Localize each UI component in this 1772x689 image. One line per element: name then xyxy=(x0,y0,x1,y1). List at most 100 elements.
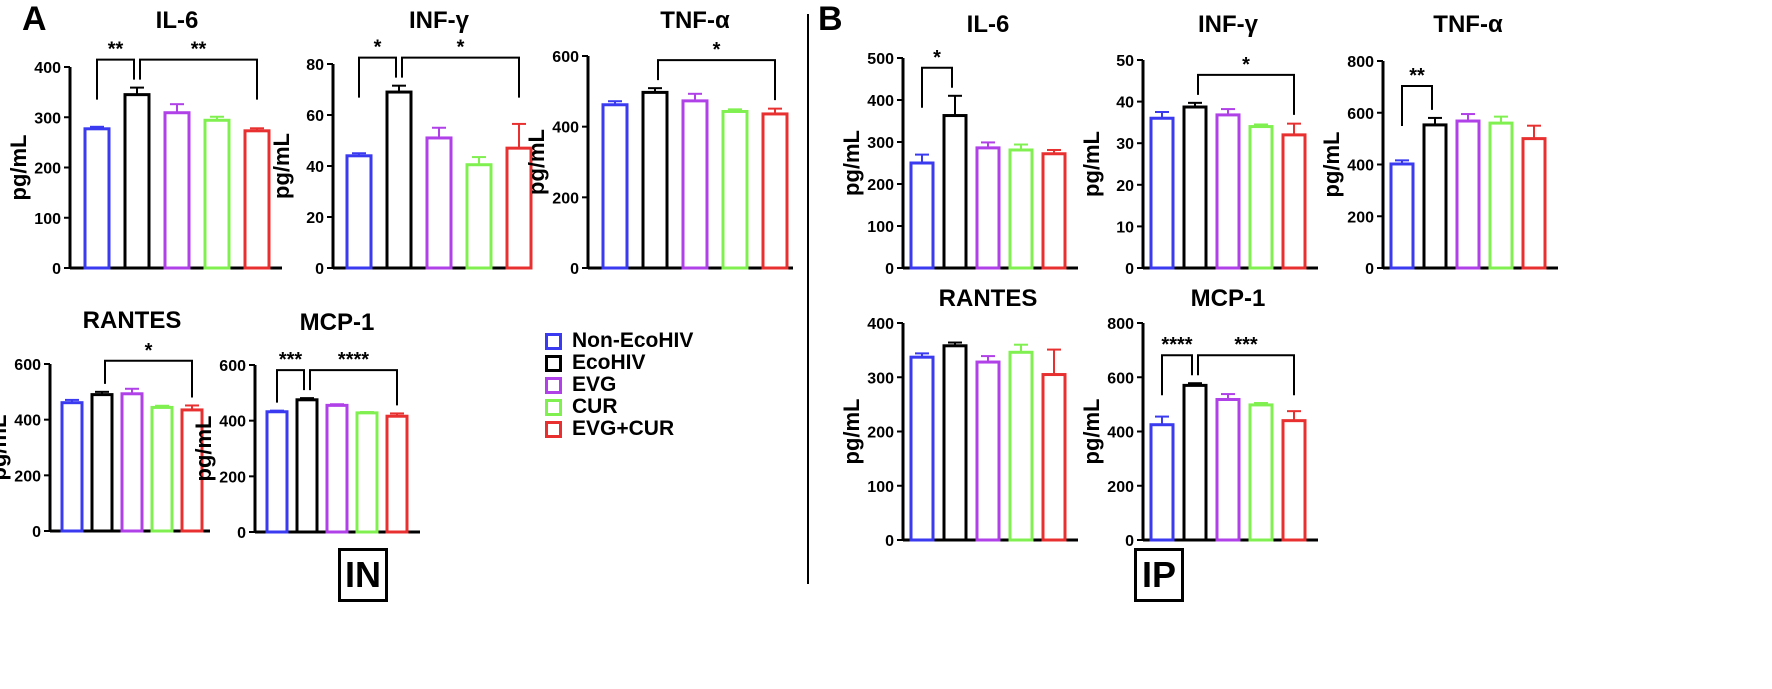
y-tick-label: 0 xyxy=(1125,261,1134,278)
bar xyxy=(1008,148,1034,270)
bar xyxy=(325,403,349,534)
y-tick-label: 60 xyxy=(306,108,324,125)
significance-label: * xyxy=(1242,54,1250,76)
chart-title: INF-γ xyxy=(409,7,470,34)
legend-label: EcoHIV xyxy=(572,351,646,374)
legend-swatch xyxy=(545,354,562,372)
legend-item: EVG xyxy=(545,373,693,396)
y-tick-label: 200 xyxy=(14,468,41,485)
legend-swatch xyxy=(545,332,562,350)
y-tick-label: 500 xyxy=(867,51,894,68)
bar xyxy=(120,392,144,533)
significance-bracket xyxy=(657,59,776,101)
significance-bracket xyxy=(104,359,193,398)
legend: Non-EcoHIV EcoHIV EVG CUR EVG+CUR xyxy=(545,329,693,440)
y-tick-label: 200 xyxy=(1107,479,1134,496)
bar xyxy=(975,146,1001,270)
bar xyxy=(60,401,84,533)
y-tick-label: 400 xyxy=(867,93,894,110)
y-tick-label: 100 xyxy=(34,211,61,228)
bar xyxy=(1182,105,1208,270)
chart-title: IL-6 xyxy=(967,11,1010,38)
significance-label: * xyxy=(713,39,721,61)
bar xyxy=(975,360,1001,542)
bar xyxy=(385,90,413,270)
y-tick-label: 300 xyxy=(867,370,894,387)
legend-label: CUR xyxy=(572,395,618,418)
significance-bracket xyxy=(1161,354,1193,396)
region-label-in: IN xyxy=(338,548,388,602)
bar xyxy=(1149,423,1175,542)
panel-divider xyxy=(807,14,809,584)
bar xyxy=(1488,121,1514,270)
y-tick-label: 600 xyxy=(552,49,579,66)
y-tick-label: 20 xyxy=(1116,178,1134,195)
y-tick-label: 200 xyxy=(34,161,61,178)
y-axis-label: pg/mL xyxy=(6,135,31,201)
y-tick-label: 200 xyxy=(867,177,894,194)
legend-item: CUR xyxy=(545,395,693,418)
y-tick-label: 0 xyxy=(32,524,41,541)
chart-a-tnf: 0 200 400 600 pg/mL TNF-α * xyxy=(524,7,793,278)
bar xyxy=(641,90,669,270)
bar xyxy=(123,93,151,270)
y-tick-label: 300 xyxy=(34,110,61,127)
y-tick-label: 400 xyxy=(1347,158,1374,175)
y-tick-label: 0 xyxy=(315,261,324,278)
legend-swatch xyxy=(545,398,562,416)
significance-bracket xyxy=(139,58,258,100)
y-tick-label: 40 xyxy=(306,159,324,176)
y-axis-label: pg/mL xyxy=(839,399,864,465)
bar xyxy=(942,114,968,270)
y-axis-label: pg/mL xyxy=(0,415,11,481)
y-tick-label: 20 xyxy=(306,210,324,227)
y-tick-label: 200 xyxy=(552,190,579,207)
bar xyxy=(1389,162,1415,270)
region-label-ip: IP xyxy=(1134,548,1184,602)
bar xyxy=(681,99,709,270)
bar xyxy=(505,146,533,270)
y-tick-label: 600 xyxy=(1107,370,1134,387)
y-tick-label: 400 xyxy=(552,120,579,137)
legend-item: EcoHIV xyxy=(545,351,693,374)
significance-label: ** xyxy=(1409,65,1425,87)
bar xyxy=(1041,373,1067,542)
chart-a-il6: 0 100 200 300 400 pg/mL IL-6 ** ** xyxy=(6,7,282,278)
y-tick-label: 400 xyxy=(867,316,894,333)
bar xyxy=(1455,119,1481,270)
bar xyxy=(1041,152,1067,270)
y-tick-label: 50 xyxy=(1116,53,1134,70)
legend-item: EVG+CUR xyxy=(545,417,693,440)
panel-label-a: A xyxy=(22,0,47,38)
legend-item: Non-EcoHIV xyxy=(545,329,693,352)
legend-label: EVG+CUR xyxy=(572,417,675,440)
y-tick-label: 200 xyxy=(867,425,894,442)
y-axis-label: pg/mL xyxy=(269,133,294,199)
bar xyxy=(203,118,231,270)
bar xyxy=(1215,113,1241,270)
legend-swatch xyxy=(545,420,562,438)
bar xyxy=(1281,133,1307,270)
y-tick-label: 0 xyxy=(1365,261,1374,278)
bar xyxy=(385,414,409,534)
chart-b-inf: 0 10 20 30 40 50 pg/mL INF-γ * xyxy=(1079,11,1318,278)
chart-title: MCP-1 xyxy=(300,309,375,336)
y-tick-label: 400 xyxy=(1107,425,1134,442)
bar xyxy=(265,410,289,534)
bar xyxy=(90,393,114,533)
chart-title: IL-6 xyxy=(156,7,199,34)
y-axis-label: pg/mL xyxy=(1079,131,1104,197)
significance-label: * xyxy=(933,47,941,69)
y-tick-label: 0 xyxy=(52,261,61,278)
bar xyxy=(465,163,493,270)
significance-bracket xyxy=(309,369,398,406)
bar xyxy=(942,344,968,542)
bar xyxy=(601,103,629,270)
y-tick-label: 100 xyxy=(867,479,894,496)
y-axis-label: pg/mL xyxy=(191,416,216,482)
bar xyxy=(425,136,453,270)
significance-label: **** xyxy=(1161,334,1192,356)
y-tick-label: 0 xyxy=(570,261,579,278)
y-tick-label: 30 xyxy=(1116,136,1134,153)
y-tick-label: 40 xyxy=(1116,95,1134,112)
